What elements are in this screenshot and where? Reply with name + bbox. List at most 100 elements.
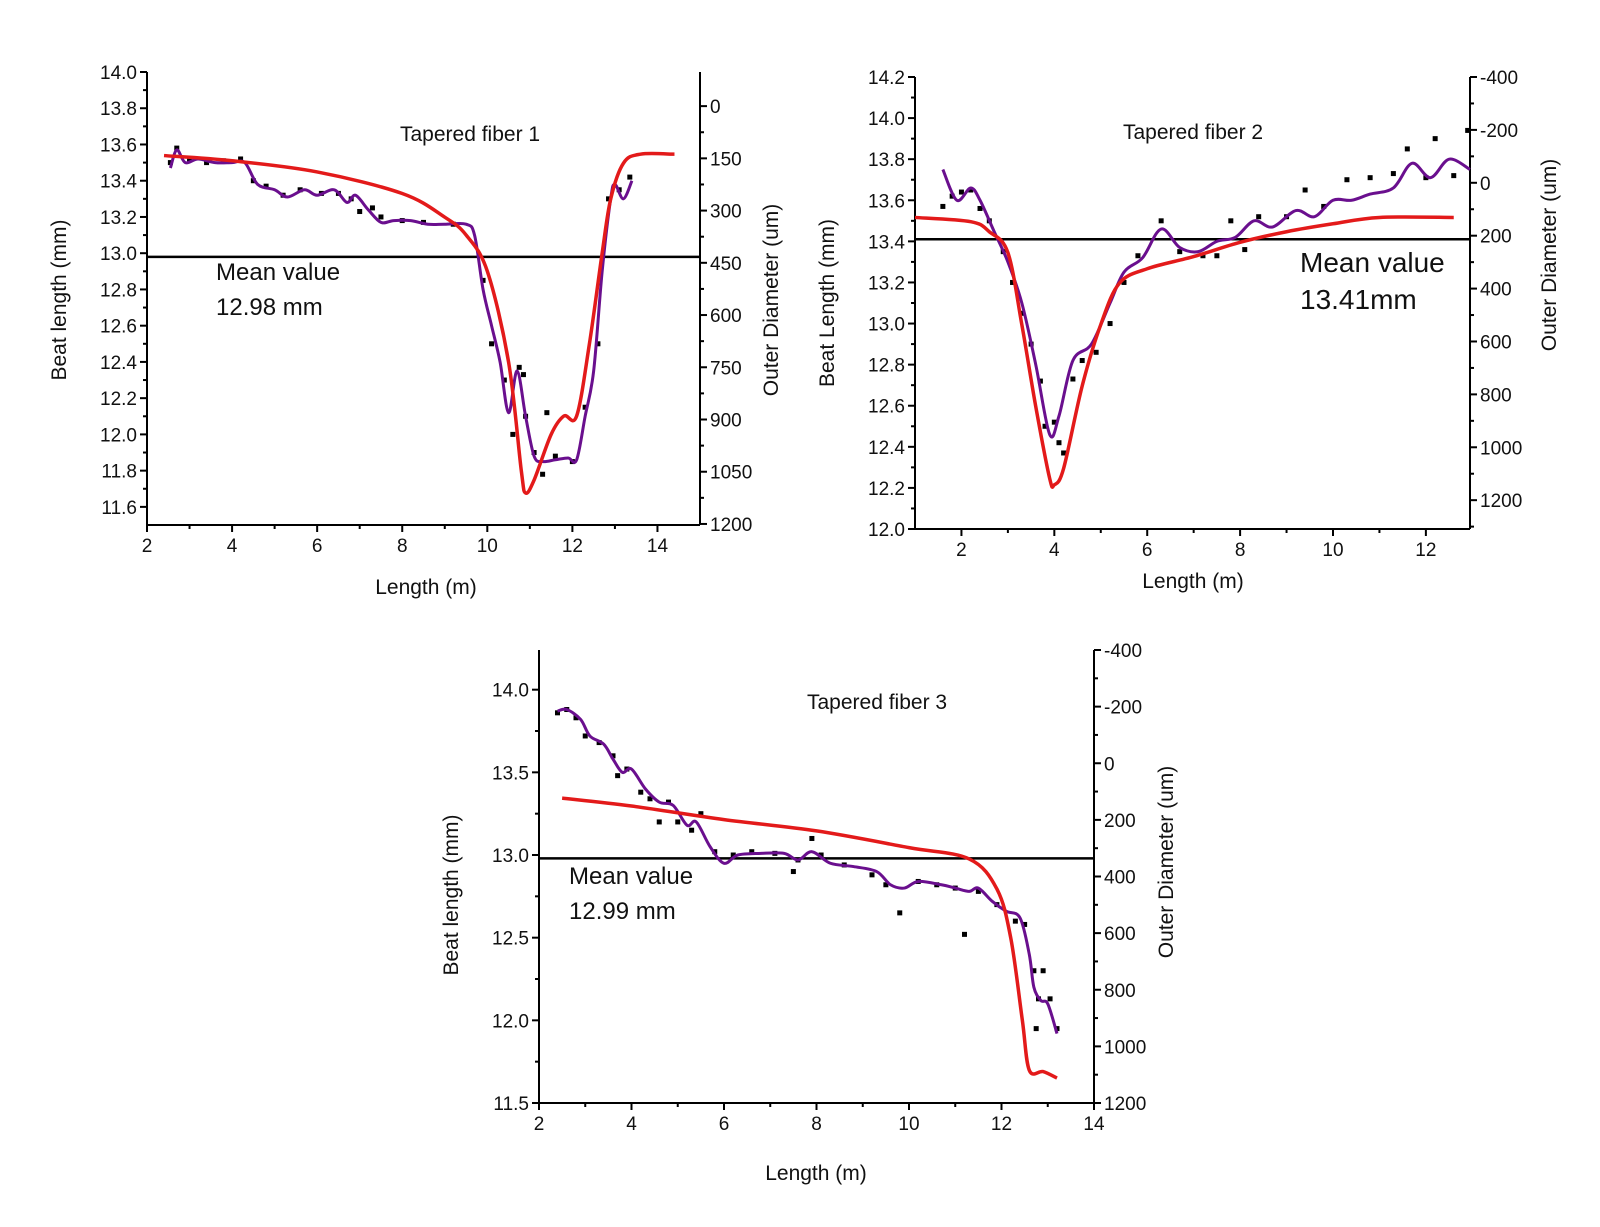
y-right-tick-label: 1000 <box>1104 1037 1146 1058</box>
data-point <box>975 888 981 894</box>
y-tick-label: 13.5 <box>492 763 529 784</box>
y-right-tick-label: 0 <box>1104 754 1115 775</box>
y-tick-label: 13.2 <box>868 273 905 294</box>
data-point <box>1012 918 1018 924</box>
data-point <box>790 869 796 875</box>
x-tick-label: 14 <box>647 536 669 557</box>
data-point <box>1390 171 1396 177</box>
data-point <box>1070 376 1076 382</box>
x-tick-label: 10 <box>1322 540 1343 561</box>
data-point <box>174 145 180 151</box>
data-point <box>606 196 612 202</box>
data-point <box>1404 146 1410 152</box>
data-point <box>818 852 824 858</box>
chart-1: Tapered fiber 1 Mean value 12.98 mm Leng… <box>48 63 783 599</box>
data-point <box>647 796 653 802</box>
x-axis-title: Length (m) <box>1142 570 1244 593</box>
data-point <box>749 849 755 855</box>
data-point <box>1022 921 1028 927</box>
data-point <box>1242 247 1248 253</box>
data-point <box>656 819 662 825</box>
data-point <box>940 203 946 209</box>
data-point <box>520 372 526 378</box>
data-point <box>552 453 558 459</box>
y-right-tick-label: 1050 <box>710 463 752 484</box>
chart-title: Tapered fiber 1 <box>400 123 540 146</box>
x-tick-label: 6 <box>719 1114 730 1135</box>
data-point <box>962 931 967 937</box>
y-tick-label: 12.6 <box>100 317 137 338</box>
y-tick-label: 13.0 <box>100 244 137 265</box>
y-axis-title: Beat length (mm) <box>48 219 71 380</box>
data-point <box>610 753 616 759</box>
x-tick-label: 2 <box>142 536 153 557</box>
x-tick-label: 4 <box>1049 540 1060 561</box>
data-point <box>1177 249 1183 255</box>
data-point <box>968 187 974 193</box>
y-right-tick-label: 600 <box>710 306 742 327</box>
y-tick-label: 13.0 <box>868 315 905 336</box>
data-point <box>1121 279 1127 285</box>
outer-diameter-line <box>914 215 1454 489</box>
y-tick-label: 12.0 <box>100 425 137 446</box>
y-tick-label: 13.8 <box>100 99 137 120</box>
data-point <box>869 872 875 878</box>
data-point <box>582 404 588 410</box>
mean-value-label: 12.98 mm <box>216 294 323 321</box>
data-point <box>1033 1026 1039 1032</box>
data-point <box>1432 136 1438 142</box>
x-axis-title: Length (m) <box>765 1162 867 1185</box>
data-point <box>1367 175 1373 181</box>
data-point <box>555 710 560 716</box>
y-right-tick-label: 200 <box>1480 227 1512 248</box>
beat-length-fit-line <box>168 148 634 464</box>
y-right-tick-label: 0 <box>710 97 721 118</box>
chart-title: Tapered fiber 3 <box>807 691 947 714</box>
data-point <box>1040 968 1046 974</box>
y-tick-label: 12.4 <box>100 353 137 374</box>
x-tick-label: 8 <box>811 1114 822 1135</box>
x-tick-label: 12 <box>562 536 583 557</box>
data-point <box>516 364 522 370</box>
data-point <box>1465 127 1471 133</box>
data-point <box>1158 218 1164 224</box>
x-tick-label: 4 <box>626 1114 637 1135</box>
x-tick-label: 12 <box>1415 540 1436 561</box>
data-point <box>1079 358 1085 364</box>
data-point <box>1302 187 1308 193</box>
data-point <box>958 189 964 195</box>
x-tick-label: 2 <box>956 540 967 561</box>
y-tick-label: 12.6 <box>868 397 905 418</box>
data-point <box>1051 419 1057 425</box>
y-right-tick-label: 1000 <box>1480 438 1522 459</box>
y-right-tick-label: 200 <box>1104 811 1136 832</box>
data-point <box>1042 423 1048 429</box>
y-right-tick-label: 400 <box>1104 868 1136 889</box>
y-right-tick-label: 1200 <box>1104 1094 1146 1115</box>
y-tick-label: 12.8 <box>100 280 137 301</box>
data-point <box>573 715 579 721</box>
x-tick-label: 12 <box>991 1114 1012 1135</box>
y-right-tick-label: 600 <box>1104 924 1136 945</box>
data-point <box>675 819 681 825</box>
y-right-tick-label: -400 <box>1104 641 1142 662</box>
y-tick-label: 12.4 <box>868 438 905 459</box>
chart-2: Tapered fiber 2 Mean value 13.41mm Lengt… <box>816 68 1561 593</box>
data-point <box>730 852 736 858</box>
data-point <box>1214 253 1220 259</box>
data-point <box>897 910 903 916</box>
data-point <box>263 183 269 189</box>
y-right-tick-label: 750 <box>710 358 742 379</box>
y-tick-label: 13.8 <box>868 150 905 171</box>
y-tick-label: 13.2 <box>100 208 137 229</box>
data-point <box>540 471 546 477</box>
x-tick-label: 10 <box>898 1114 919 1135</box>
data-point <box>627 174 633 180</box>
y-tick-label: 13.6 <box>100 135 137 156</box>
outer-diameter-line <box>561 796 1058 1080</box>
mean-label: Mean value <box>1300 247 1445 278</box>
y-tick-label: 12.0 <box>868 520 905 541</box>
y-right-tick-label: 400 <box>1480 280 1512 301</box>
x-tick-label: 10 <box>477 536 498 557</box>
x-tick-label: 14 <box>1083 1114 1105 1135</box>
